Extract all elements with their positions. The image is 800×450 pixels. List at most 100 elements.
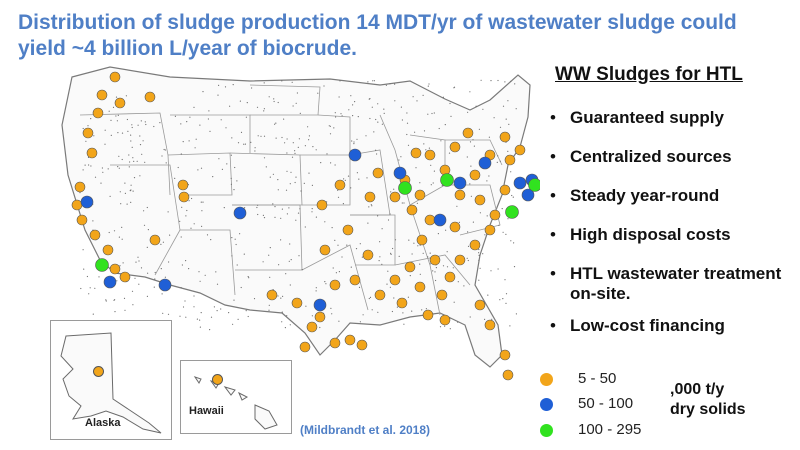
minor-point (248, 277, 250, 279)
minor-point (257, 204, 259, 206)
minor-point (218, 84, 220, 86)
minor-point (390, 252, 392, 254)
minor-point (409, 275, 411, 277)
minor-point (478, 252, 480, 254)
minor-point (181, 264, 183, 266)
minor-point (315, 287, 317, 289)
minor-point (446, 266, 449, 268)
minor-point (288, 207, 290, 209)
minor-point (422, 94, 424, 96)
minor-point (141, 153, 143, 155)
minor-point (283, 118, 285, 120)
minor-point (221, 168, 223, 170)
minor-point (387, 270, 389, 272)
large-markers (95, 173, 540, 272)
minor-point (130, 201, 132, 203)
benefit-item: • Low-cost financing (548, 316, 793, 336)
minor-point (401, 119, 403, 121)
minor-point (268, 304, 270, 306)
minor-point (147, 229, 149, 231)
minor-point (231, 255, 233, 257)
minor-point (102, 171, 104, 173)
bullet-icon: • (550, 186, 556, 205)
minor-points (79, 79, 517, 331)
minor-point (269, 176, 271, 178)
minor-point (220, 119, 222, 121)
minor-point (277, 295, 279, 297)
minor-point (124, 309, 126, 311)
minor-point (505, 233, 507, 235)
minor-point (499, 160, 501, 162)
minor-point (200, 312, 202, 314)
minor-point (201, 210, 203, 212)
legend-label: 100 - 295 (578, 421, 642, 438)
minor-point (131, 124, 133, 126)
minor-point (490, 270, 492, 272)
minor-point (311, 211, 313, 213)
minor-point (324, 281, 326, 283)
minor-point (504, 279, 506, 281)
minor-point (385, 84, 387, 86)
minor-point (478, 248, 480, 251)
minor-point (286, 315, 288, 317)
minor-point (154, 278, 156, 280)
minor-point (505, 302, 507, 304)
minor-point (289, 324, 291, 326)
minor-point (307, 126, 309, 128)
minor-point (245, 116, 247, 118)
minor-point (216, 283, 219, 285)
minor-point (174, 177, 176, 179)
minor-point (146, 246, 148, 248)
minor-point (116, 120, 118, 122)
minor-point (479, 212, 481, 214)
minor-point (128, 166, 130, 168)
minor-point (177, 166, 179, 169)
minor-point (164, 149, 166, 151)
minor-point (237, 142, 240, 144)
minor-point (118, 155, 120, 157)
minor-point (132, 304, 134, 306)
minor-point (442, 265, 445, 267)
minor-point (452, 267, 454, 269)
minor-point (496, 161, 498, 163)
bullet-icon: • (550, 264, 556, 283)
minor-point (93, 135, 95, 137)
minor-point (504, 81, 506, 83)
minor-point (335, 272, 337, 274)
minor-point (132, 190, 134, 192)
minor-point (193, 223, 195, 225)
minor-point (224, 86, 227, 88)
minor-point (335, 116, 337, 118)
minor-point (512, 196, 514, 198)
minor-point (343, 178, 345, 180)
minor-point (334, 164, 336, 166)
minor-point (277, 179, 279, 181)
minor-point (329, 125, 331, 127)
minor-point (139, 144, 142, 146)
minor-point (507, 150, 509, 152)
minor-point (467, 111, 469, 113)
minor-point (133, 177, 136, 179)
minor-point (514, 83, 516, 85)
minor-point (239, 100, 241, 102)
minor-point (244, 207, 246, 209)
minor-point (161, 155, 163, 157)
minor-point (82, 169, 84, 171)
minor-point (331, 313, 333, 315)
minor-point (232, 84, 234, 86)
minor-point (229, 105, 231, 107)
minor-point (430, 164, 432, 166)
minor-point (104, 129, 106, 131)
minor-point (505, 118, 507, 120)
minor-point (482, 108, 484, 110)
minor-point (297, 212, 300, 214)
minor-point (184, 300, 186, 302)
minor-point (216, 310, 218, 312)
minor-point (394, 83, 396, 85)
minor-point (82, 249, 84, 251)
minor-point (257, 135, 259, 137)
minor-point (197, 169, 199, 171)
minor-point (280, 239, 282, 241)
minor-point (320, 162, 322, 164)
minor-point (120, 203, 122, 205)
